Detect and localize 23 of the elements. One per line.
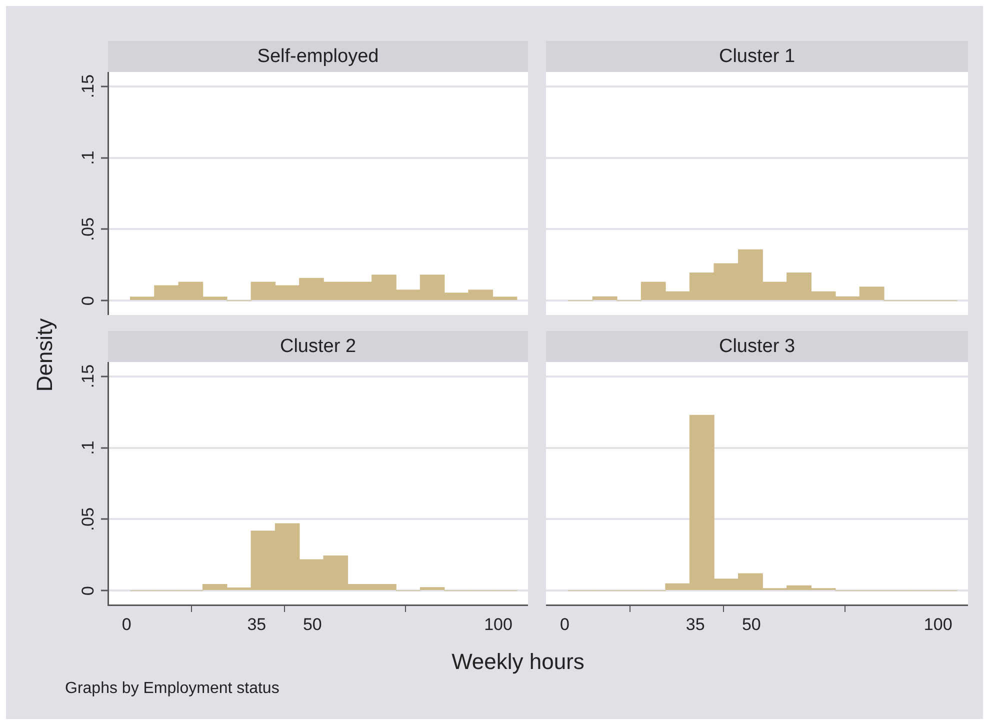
x-tick-label: 35	[247, 614, 266, 634]
y-tick-label: 0	[78, 586, 98, 596]
y-tick-label: .1	[78, 150, 98, 165]
y-tick-label: .1	[78, 440, 98, 455]
chart-title: Cluster 2	[108, 331, 528, 362]
x-tick-label: 50	[742, 614, 761, 634]
x-axis-title: Weekly hours	[452, 649, 584, 675]
x-tick-label: 50	[302, 614, 322, 634]
chart-title: Cluster 3	[546, 331, 968, 362]
chart-title: Cluster 1	[546, 41, 968, 72]
y-tick-label: .05	[78, 217, 98, 242]
y-tick-label: .15	[78, 364, 98, 388]
x-tick-label: 100	[484, 614, 512, 634]
chart-title: Self-employed	[108, 41, 528, 72]
y-tick-label: 0	[78, 296, 98, 306]
x-tick-label: 0	[122, 614, 132, 634]
x-tick-label: 0	[560, 614, 570, 634]
y-tick-label: .05	[78, 507, 98, 532]
y-axis-title: Density	[32, 318, 58, 392]
y-tick-label: .15	[78, 74, 98, 98]
x-tick-label: 100	[924, 614, 952, 634]
x-tick-label: 35	[686, 614, 705, 634]
text: Graphs by Employment status	[65, 680, 280, 698]
